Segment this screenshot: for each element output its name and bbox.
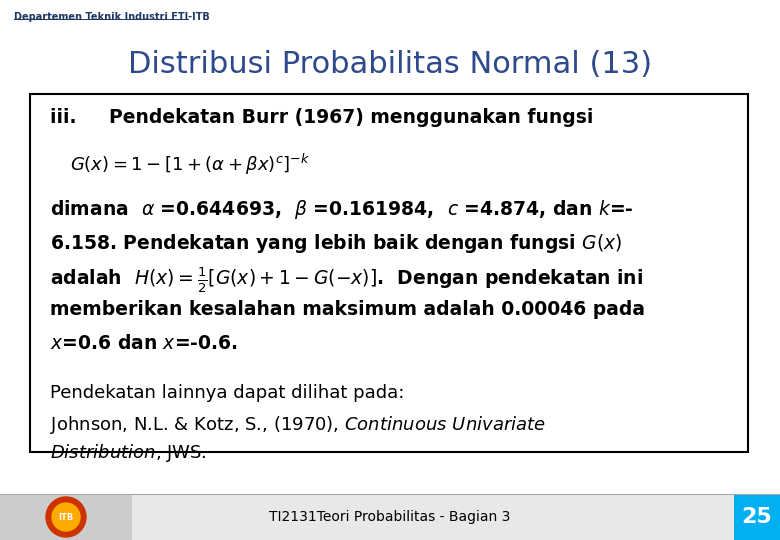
Text: Distribusi Probabilitas Normal (13): Distribusi Probabilitas Normal (13) (128, 50, 652, 79)
Text: Pendekatan lainnya dapat dilihat pada:: Pendekatan lainnya dapat dilihat pada: (50, 384, 404, 402)
Circle shape (46, 497, 86, 537)
Text: $x$=0.6 dan $x$=-0.6.: $x$=0.6 dan $x$=-0.6. (50, 334, 238, 353)
Text: 25: 25 (742, 507, 772, 527)
Text: adalah  $H(x) = \frac{1}{2}[G(x) + 1 - G(-x)]$.  Dengan pendekatan ini: adalah $H(x) = \frac{1}{2}[G(x) + 1 - G(… (50, 266, 643, 295)
Text: 6.158. Pendekatan yang lebih baik dengan fungsi $G(x)$: 6.158. Pendekatan yang lebih baik dengan… (50, 232, 622, 255)
Text: dimana  $\alpha$ =0.644693,  $\beta$ =0.161984,  $c$ =4.874, dan $k$=-: dimana $\alpha$ =0.644693, $\beta$ =0.16… (50, 198, 633, 221)
Bar (0, 494, 780, 540)
Text: memberikan kesalahan maksimum adalah 0.00046 pada: memberikan kesalahan maksimum adalah 0.0… (50, 300, 645, 319)
Text: $G(x) = 1 - \left[1 + (\alpha + \beta x)^c\right]^{-k}$: $G(x) = 1 - \left[1 + (\alpha + \beta x)… (70, 152, 310, 177)
Bar (0, 494, 132, 540)
Text: $\it{Distribution}$, JWS.: $\it{Distribution}$, JWS. (50, 442, 207, 464)
Text: Johnson, N.L. & Kotz, S., (1970), $\it{Continuous\ Univariate}$: Johnson, N.L. & Kotz, S., (1970), $\it{C… (50, 414, 546, 436)
Bar (734, 494, 780, 540)
Bar (30, 94, 748, 452)
Text: ITB: ITB (58, 512, 73, 522)
Text: TI2131Teori Probabilitas - Bagian 3: TI2131Teori Probabilitas - Bagian 3 (269, 510, 511, 524)
Text: Departemen Teknik Industri FTI-ITB: Departemen Teknik Industri FTI-ITB (14, 12, 210, 22)
Text: iii.     Pendekatan Burr (1967) menggunakan fungsi: iii. Pendekatan Burr (1967) menggunakan … (50, 108, 594, 127)
Circle shape (52, 503, 80, 531)
